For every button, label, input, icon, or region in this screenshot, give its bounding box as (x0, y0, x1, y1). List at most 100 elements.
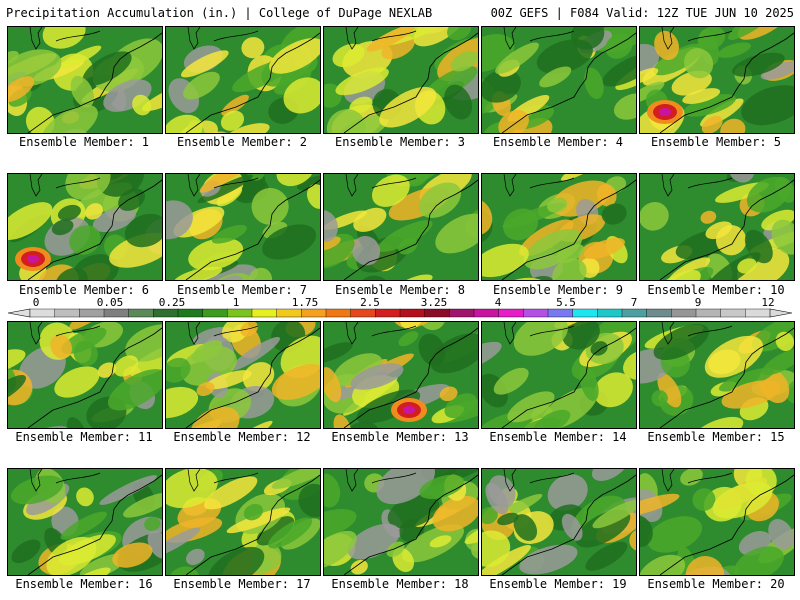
scale-label: 4 (495, 297, 502, 309)
scale-label: 3.25 (421, 297, 448, 309)
scale-max-arrow (769, 308, 793, 318)
precip-map (166, 322, 320, 428)
scale-swatch (547, 308, 574, 318)
ensemble-panel (165, 173, 321, 281)
scale-swatch (177, 308, 204, 318)
ensemble-panel (323, 321, 479, 429)
color-scale-bar: 0 0.05 0.25 1 1.75 2.5 3.25 4 5.5 7 9 12 (7, 297, 793, 318)
precip-map (482, 322, 636, 428)
scale-swatch (54, 308, 80, 318)
ensemble-member-label: Ensemble Member: 6 (18, 283, 150, 297)
ensemble-member-label: Ensemble Member: 3 (334, 135, 466, 149)
ensemble-panel (639, 26, 795, 134)
scale-swatch (128, 308, 154, 318)
ensemble-panel (7, 468, 163, 576)
ensemble-panel (481, 173, 637, 281)
ensemble-panel (7, 321, 163, 429)
ensemble-panel (481, 468, 637, 576)
ensemble-member-label: Ensemble Member: 8 (334, 283, 466, 297)
precip-map (166, 174, 320, 280)
scale-label: 1 (233, 297, 240, 309)
scale-swatch (153, 308, 179, 318)
ensemble-panel (7, 26, 163, 134)
ensemble-member-label: Ensemble Member: 4 (492, 135, 624, 149)
ensemble-member-label: Ensemble Member: 17 (173, 577, 311, 591)
scale-swatch (597, 308, 623, 318)
scale-swatch (325, 308, 352, 318)
ensemble-panel (323, 468, 479, 576)
precip-map (166, 27, 320, 133)
scale-label: 2.5 (360, 297, 380, 309)
ensemble-panel (481, 26, 637, 134)
scale-label: 9 (695, 297, 702, 309)
precip-map (324, 469, 478, 575)
precip-map (640, 322, 794, 428)
scale-min-arrow (7, 308, 31, 318)
ensemble-panel (639, 468, 795, 576)
scale-swatch (449, 308, 475, 318)
scale-swatch (29, 308, 56, 318)
header-title: Precipitation Accumulation (in.) | Colle… (6, 6, 433, 20)
scale-swatch (671, 308, 697, 318)
precip-map (482, 27, 636, 133)
ensemble-member-label: Ensemble Member: 19 (489, 577, 627, 591)
scale-swatch (498, 308, 524, 318)
scale-swatch (523, 308, 549, 318)
ensemble-panel (639, 173, 795, 281)
scale-swatch (424, 308, 450, 318)
ensemble-member-label: Ensemble Member: 18 (331, 577, 469, 591)
precip-map (640, 469, 794, 575)
scale-swatch (276, 308, 302, 318)
ensemble-panel (165, 321, 321, 429)
ensemble-panel (639, 321, 795, 429)
scale-swatch (202, 308, 228, 318)
ensemble-panel (165, 26, 321, 134)
scale-label: 0.25 (159, 297, 186, 309)
scale-swatch (720, 308, 746, 318)
precip-map (8, 322, 162, 428)
ensemble-member-label: Ensemble Member: 13 (331, 430, 469, 444)
precip-map (8, 469, 162, 575)
ensemble-member-label: Ensemble Member: 2 (176, 135, 308, 149)
ensemble-member-label: Ensemble Member: 12 (173, 430, 311, 444)
ensemble-member-label: Ensemble Member: 10 (647, 283, 785, 297)
header-valid-time: 00Z GEFS | F084 Valid: 12Z TUE JUN 10 20… (490, 6, 794, 20)
ensemble-member-label: Ensemble Member: 1 (18, 135, 150, 149)
scale-swatch (621, 308, 648, 318)
precip-map (8, 27, 162, 133)
scale-swatch (399, 308, 426, 318)
ensemble-member-label: Ensemble Member: 20 (647, 577, 785, 591)
ensemble-panel (323, 26, 479, 134)
precip-map (166, 469, 320, 575)
precip-map (8, 174, 162, 280)
scale-label: 5.5 (556, 297, 576, 309)
scale-swatch (375, 308, 401, 318)
scale-swatch (572, 308, 598, 318)
precip-map (482, 469, 636, 575)
scale-label: 7 (631, 297, 638, 309)
ensemble-member-label: Ensemble Member: 14 (489, 430, 627, 444)
scale-swatch (227, 308, 253, 318)
ensemble-member-label: Ensemble Member: 7 (176, 283, 308, 297)
ensemble-panel (323, 173, 479, 281)
scale-label: 12 (761, 297, 774, 309)
precip-map (324, 322, 478, 428)
scale-swatch (251, 308, 278, 318)
scale-label: 0.05 (97, 297, 124, 309)
precip-map (640, 27, 794, 133)
scale-swatch (646, 308, 672, 318)
ensemble-member-label: Ensemble Member: 16 (15, 577, 153, 591)
precip-map (482, 174, 636, 280)
scale-swatch (79, 308, 105, 318)
ensemble-panel (7, 173, 163, 281)
scale-swatch (473, 308, 500, 318)
scale-swatch (301, 308, 327, 318)
scale-swatch (745, 308, 771, 318)
ensemble-member-label: Ensemble Member: 11 (15, 430, 153, 444)
ensemble-panel (165, 468, 321, 576)
scale-swatch (695, 308, 722, 318)
precip-map (324, 174, 478, 280)
ensemble-member-label: Ensemble Member: 15 (647, 430, 785, 444)
scale-label: 0 (33, 297, 40, 309)
precip-map (640, 174, 794, 280)
